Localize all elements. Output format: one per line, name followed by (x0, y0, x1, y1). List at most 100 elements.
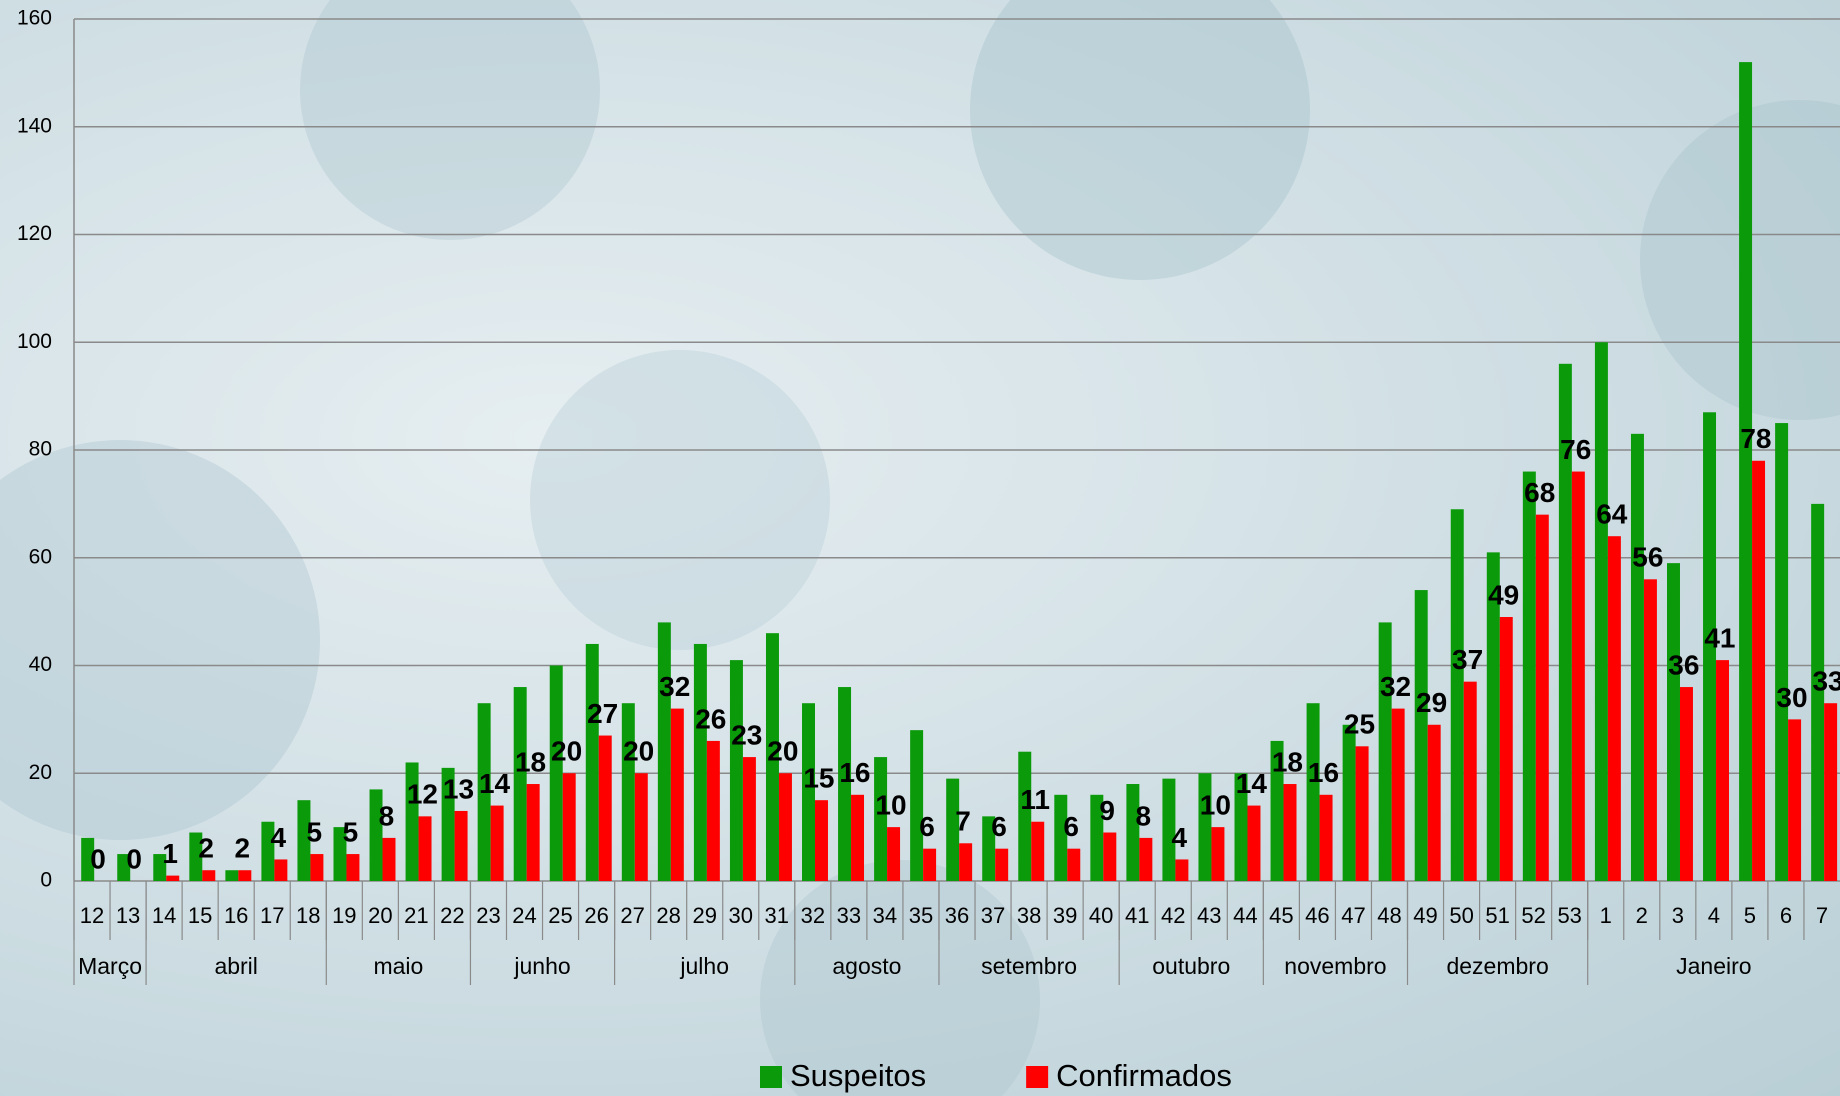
x-tick-label: 30 (729, 903, 753, 928)
x-tick-label: 16 (224, 903, 248, 928)
data-label: 16 (839, 757, 870, 788)
bar (910, 730, 924, 881)
data-label: 5 (307, 816, 323, 847)
data-label: 27 (587, 698, 618, 729)
data-label: 32 (1380, 671, 1411, 702)
x-tick-label: 12 (80, 903, 104, 928)
bar (874, 757, 888, 881)
data-label: 0 (126, 843, 142, 874)
data-label: 64 (1596, 499, 1628, 530)
bar (585, 643, 599, 881)
data-label: 78 (1740, 423, 1771, 454)
y-tick-label: 100 (17, 330, 52, 353)
bar (1643, 579, 1657, 881)
bar (1703, 412, 1717, 881)
x-tick-label: 29 (692, 903, 716, 928)
data-label: 8 (1135, 800, 1151, 831)
x-tick-label: 53 (1557, 903, 1581, 928)
data-label: 30 (1776, 682, 1807, 713)
x-tick-label: 5 (1744, 903, 1756, 928)
bar (189, 832, 203, 881)
bar (441, 767, 455, 881)
x-tick-label: 22 (440, 903, 464, 928)
bar (1198, 773, 1212, 881)
data-label: 11 (1020, 784, 1050, 815)
bar (1667, 563, 1680, 881)
bar (562, 773, 576, 881)
data-label: 26 (695, 703, 726, 734)
bar (621, 703, 635, 881)
bar (1090, 794, 1104, 881)
bar (454, 810, 468, 881)
bar (274, 859, 288, 881)
data-label: 18 (515, 746, 546, 777)
bar (526, 784, 540, 881)
bar (1162, 778, 1176, 881)
bar (1031, 821, 1045, 881)
bar (1355, 746, 1369, 881)
x-tick-label: 46 (1305, 903, 1329, 928)
x-tick-label: 41 (1125, 903, 1149, 928)
month-label: novembro (1284, 953, 1386, 979)
data-label: 0 (90, 843, 106, 874)
bar (742, 757, 756, 881)
bars (81, 62, 1838, 882)
data-label: 12 (407, 779, 438, 810)
x-tick-label: 17 (260, 903, 284, 928)
bar (1463, 681, 1477, 881)
bar (1824, 703, 1838, 881)
bar (1378, 622, 1392, 881)
bar (838, 687, 852, 881)
bar (959, 843, 973, 881)
x-tick-label: 47 (1341, 903, 1365, 928)
bar (297, 800, 311, 881)
x-tick-label: 52 (1521, 903, 1545, 928)
bar (477, 703, 491, 881)
bar (202, 870, 216, 881)
bar (81, 837, 95, 881)
x-tick-label: 6 (1780, 903, 1792, 928)
data-label: 25 (1344, 709, 1375, 740)
x-tick-label: 14 (152, 903, 176, 928)
data-label: 20 (623, 736, 654, 767)
bar (1234, 773, 1248, 881)
month-label: maio (373, 953, 423, 979)
legend-label: Suspeitos (790, 1058, 926, 1093)
x-tick-label: 44 (1233, 903, 1257, 928)
bar (1788, 719, 1802, 881)
data-label: 6 (1063, 811, 1079, 842)
bar (346, 854, 360, 881)
data-label: 20 (551, 736, 582, 767)
x-tick-label: 32 (801, 903, 825, 928)
x-tick-label: 33 (837, 903, 861, 928)
data-label: 10 (875, 790, 906, 821)
x-tick-label: 45 (1269, 903, 1293, 928)
bar (887, 827, 901, 881)
bar (1342, 724, 1356, 881)
x-tick-label: 49 (1413, 903, 1437, 928)
x-tick-label: 39 (1053, 903, 1077, 928)
x-tick-label: 38 (1017, 903, 1041, 928)
y-tick-label: 0 (40, 869, 52, 892)
y-tick-label: 160 (17, 7, 52, 30)
data-label: 32 (659, 671, 690, 702)
bar (946, 778, 960, 881)
x-tick-label: 35 (909, 903, 933, 928)
bar (549, 665, 563, 881)
bar (382, 837, 396, 881)
bar (1486, 552, 1500, 881)
data-label: 5 (343, 816, 359, 847)
bar (369, 789, 383, 881)
x-tick-label: 2 (1636, 903, 1648, 928)
bar (670, 708, 684, 881)
data-label: 41 (1704, 623, 1735, 654)
bar (1067, 848, 1081, 881)
data-label: 18 (1272, 746, 1303, 777)
bar (1139, 837, 1153, 881)
x-tick-label: 13 (116, 903, 140, 928)
bar (418, 816, 432, 881)
data-label: 49 (1488, 579, 1519, 610)
bar (333, 827, 347, 881)
x-tick-label: 7 (1816, 903, 1828, 928)
